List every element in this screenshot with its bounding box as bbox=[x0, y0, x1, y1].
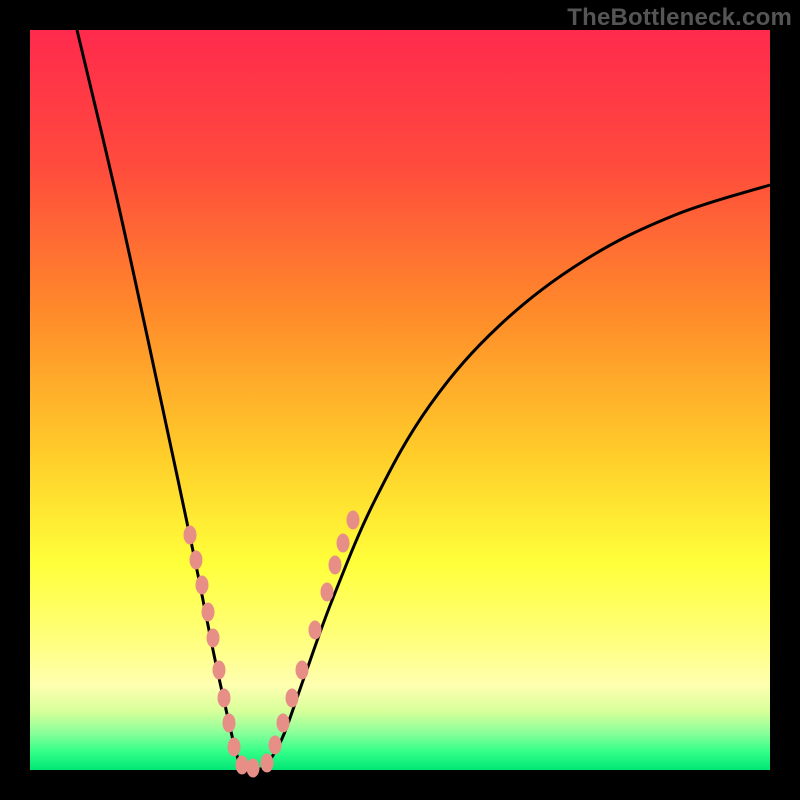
marker-dot bbox=[286, 689, 298, 707]
marker-dot bbox=[277, 714, 289, 732]
curve-left-branch bbox=[77, 30, 243, 769]
curves-layer bbox=[30, 30, 770, 770]
marker-dot bbox=[247, 759, 259, 777]
marker-dot bbox=[190, 551, 202, 569]
marker-dot bbox=[269, 736, 281, 754]
marker-dot bbox=[202, 603, 214, 621]
marker-dot bbox=[347, 511, 359, 529]
markers-group bbox=[184, 511, 359, 777]
marker-dot bbox=[207, 629, 219, 647]
marker-dot bbox=[321, 583, 333, 601]
marker-dot bbox=[228, 738, 240, 756]
curve-right-branch bbox=[262, 185, 770, 769]
marker-dot bbox=[296, 661, 308, 679]
watermark-text: TheBottleneck.com bbox=[567, 4, 792, 32]
marker-dot bbox=[337, 534, 349, 552]
marker-dot bbox=[223, 714, 235, 732]
marker-dot bbox=[218, 689, 230, 707]
marker-dot bbox=[329, 556, 341, 574]
marker-dot bbox=[213, 661, 225, 679]
marker-dot bbox=[184, 526, 196, 544]
marker-dot bbox=[261, 754, 273, 772]
chart-frame: TheBottleneck.com bbox=[0, 0, 800, 800]
marker-dot bbox=[236, 756, 248, 774]
marker-dot bbox=[309, 621, 321, 639]
marker-dot bbox=[196, 576, 208, 594]
